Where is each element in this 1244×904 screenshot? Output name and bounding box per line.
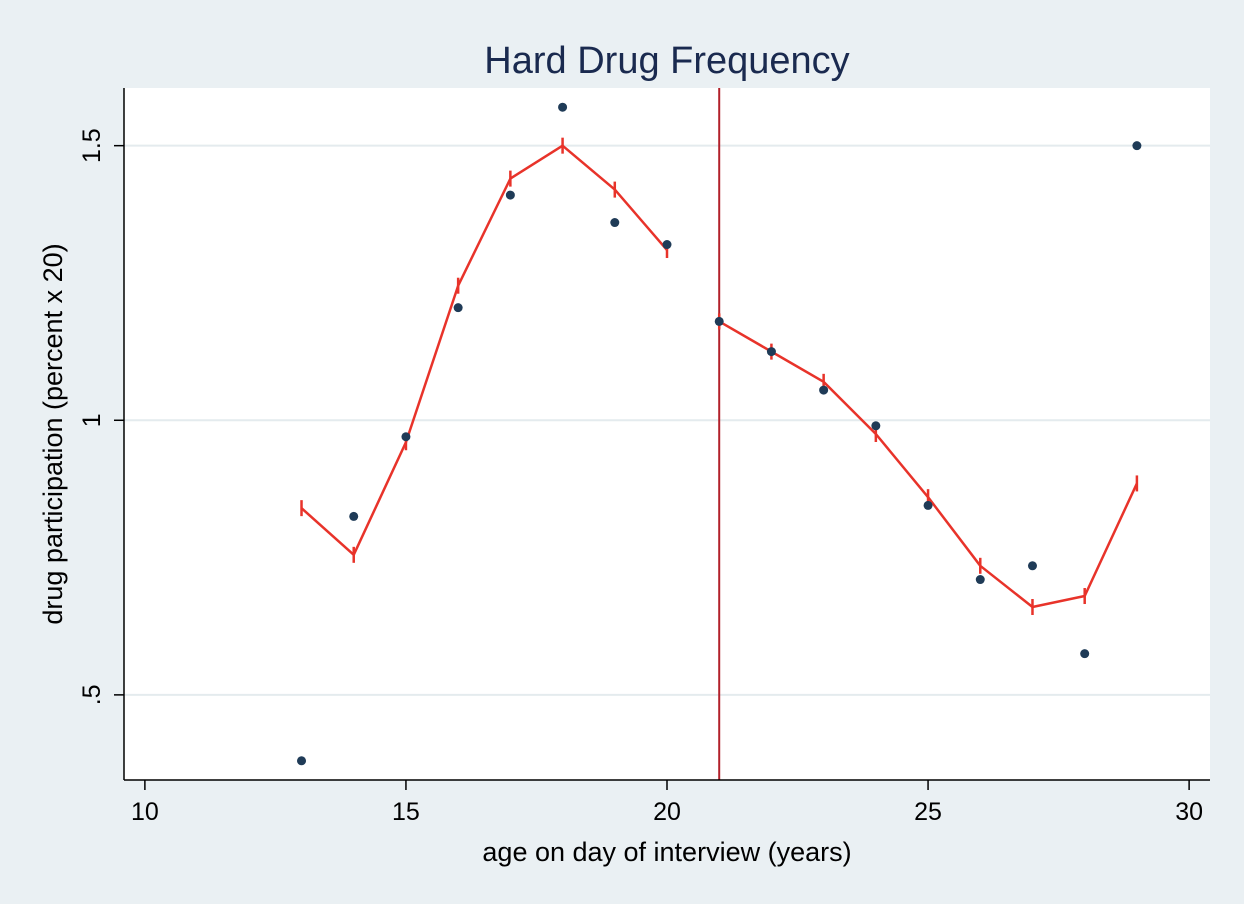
x-tick-label: 30 (1175, 798, 1203, 826)
data-point (505, 190, 515, 200)
x-tick-label: 10 (131, 798, 159, 826)
y-tick-label: 1 (78, 413, 106, 427)
scatter-points (297, 102, 1142, 766)
data-point (558, 102, 568, 112)
fitted-line-1 (300, 144, 668, 557)
x-tick-label: 20 (653, 798, 681, 826)
gridlines (124, 144, 1210, 696)
fitted-lines (300, 137, 1139, 615)
data-point (297, 756, 307, 766)
data-point (975, 575, 985, 585)
data-point (1080, 649, 1090, 659)
data-point (819, 385, 829, 395)
data-point (871, 421, 881, 431)
y-tick-label: .5 (78, 684, 106, 705)
data-point (923, 500, 933, 510)
data-point (401, 432, 411, 442)
data-point (610, 218, 620, 228)
x-axis-label: age on day of interview (years) (482, 837, 851, 867)
x-tick-label: 15 (392, 798, 420, 826)
data-point (766, 347, 776, 357)
chart-title: Hard Drug Frequency (484, 40, 849, 82)
data-point (1132, 141, 1142, 151)
y-tick-label: 1.5 (78, 128, 106, 163)
x-tick-label: 25 (914, 798, 942, 826)
data-point (662, 240, 672, 250)
data-point (714, 316, 724, 326)
axes: .5 1 1.5 10 15 20 25 30 (78, 88, 1210, 826)
data-point (349, 511, 359, 521)
plot-background (124, 88, 1210, 780)
y-axis-label: drug participation (percent x 20) (38, 243, 68, 624)
data-point (453, 303, 463, 313)
data-point (1027, 561, 1037, 571)
